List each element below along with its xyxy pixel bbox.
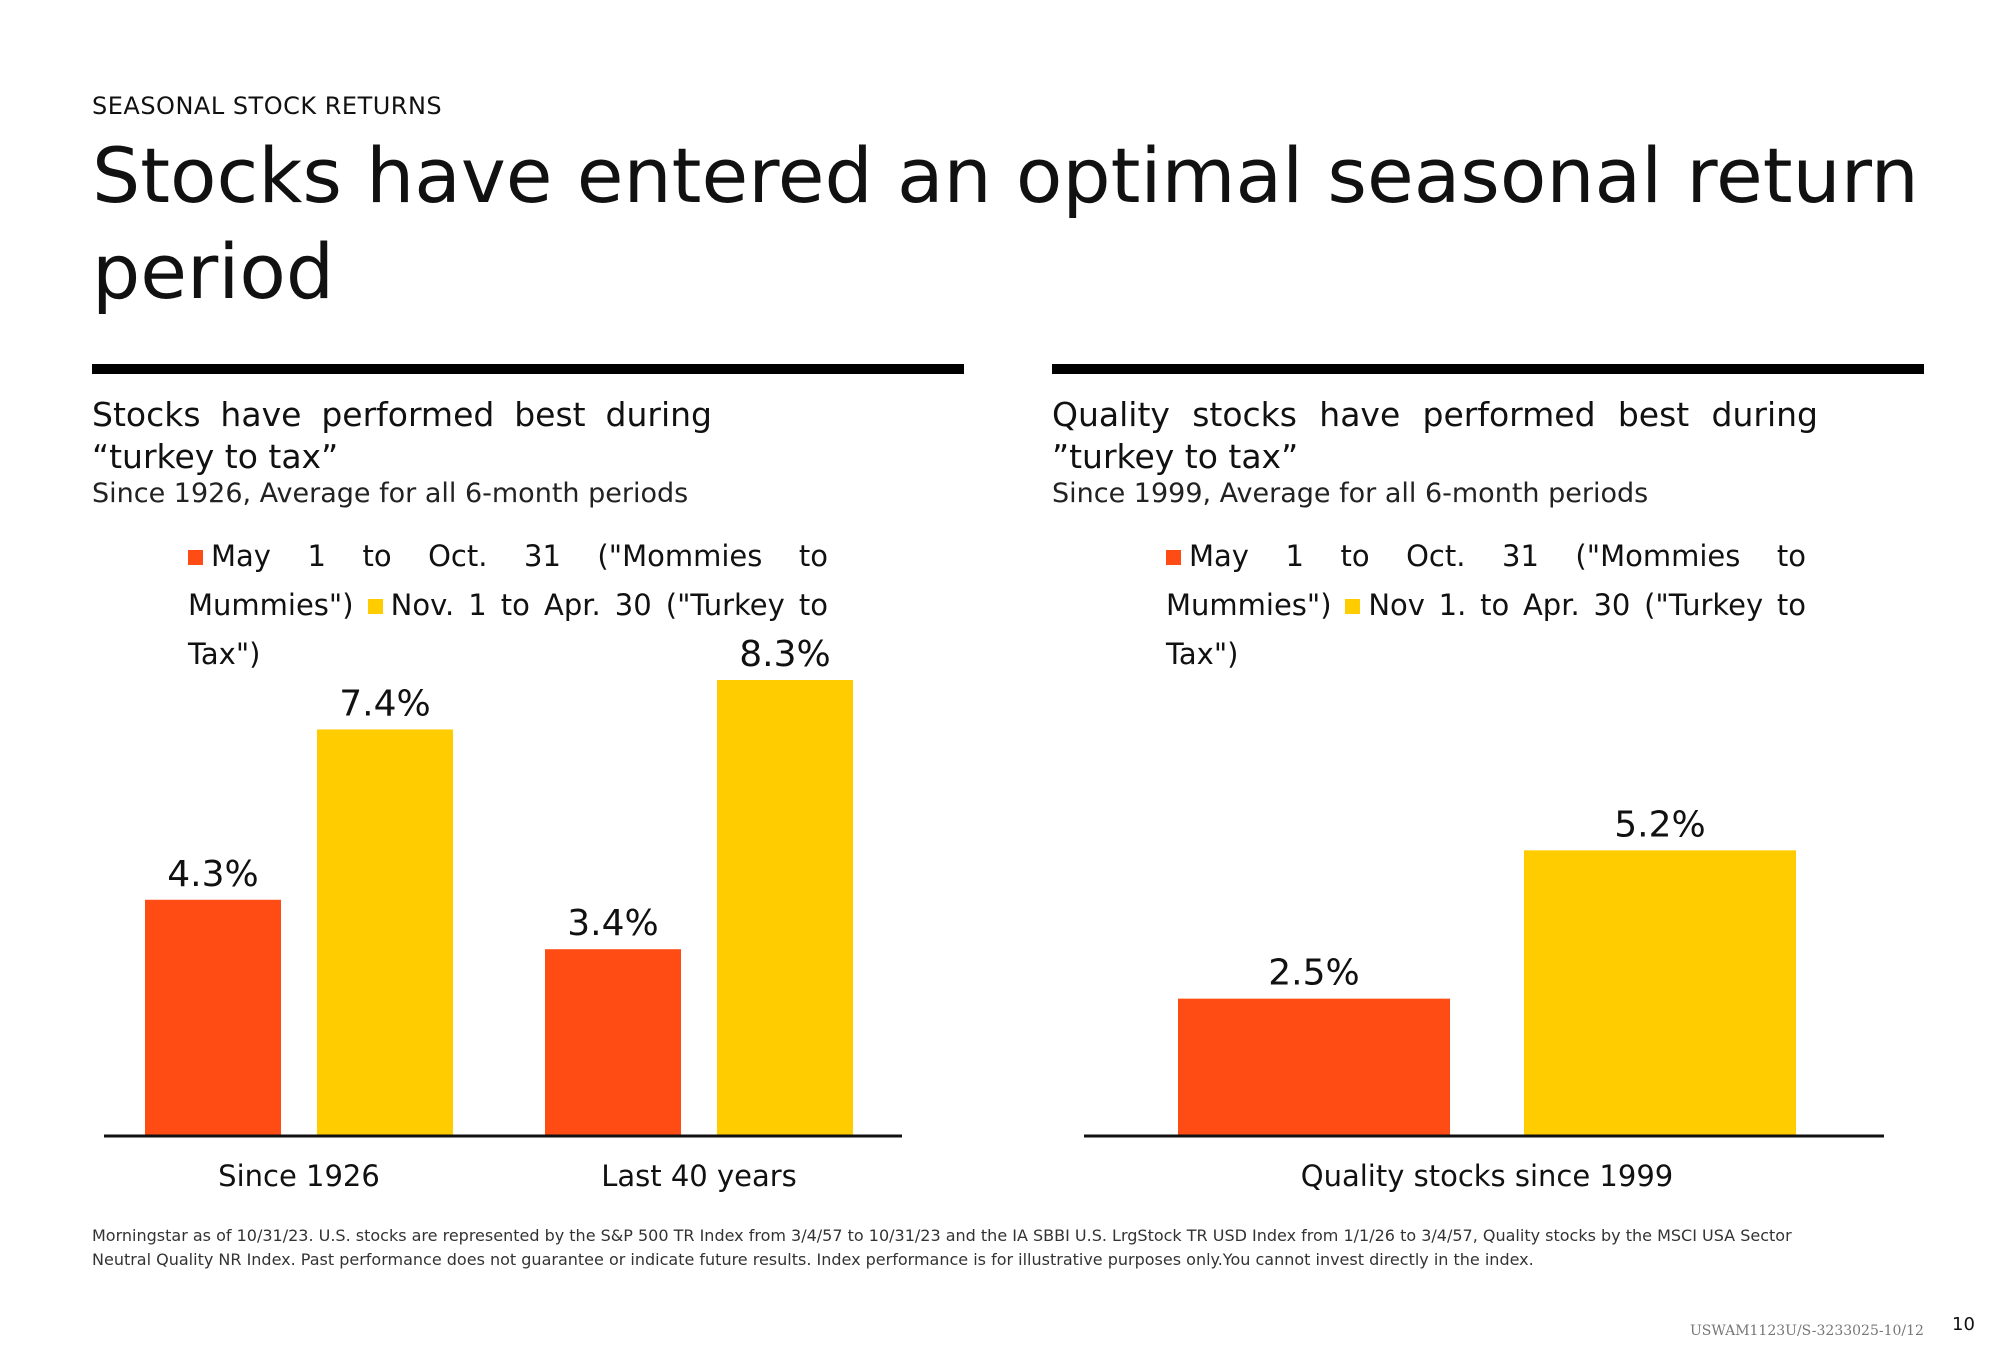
legend-label-nov: Nov 1. to Apr. 30 ("Turkey to Tax") [1166,588,1807,671]
page-number: 10 [1952,1314,1975,1335]
document-code: USWAM1123U/S-3233025-10/12 [1690,1323,1924,1339]
chart-subtitle: Since 1999, Average for all 6-month peri… [1052,478,1649,509]
category-label: Last 40 years [601,1159,797,1193]
bar-may-oct [545,949,681,1136]
legend-swatch-nov [1345,599,1361,614]
chart-subtitle: Since 1926, Average for all 6-month peri… [92,478,689,509]
source-footnote: Morningstar as of 10/31/23. U.S. stocks … [92,1226,1792,1269]
bar-may-oct [145,899,281,1136]
category-label: Quality stocks since 1999 [1301,1159,1673,1193]
data-label: 4.3% [167,854,258,895]
chart-legend: May 1 to Oct. 31 ("Mommies to Mummies") … [188,532,828,679]
data-label: 3.4% [567,903,658,944]
data-label: 7.4% [339,683,430,724]
legend-swatch-nov [367,599,383,614]
bar-chart-right: 2.5% 5.2% Quality stocks since 1999 [1084,804,1884,1193]
chart-title: Stocks have performed best during “turke… [92,395,712,476]
panel-rule [1052,364,1924,374]
bar-chart-left: 4.3% 7.4% Since 1926 3.4% 8.3% Last 40 years [104,634,902,1193]
bar-nov-apr [317,729,453,1136]
data-label: 8.3% [739,634,830,675]
chart-title: Quality stocks have performed best durin… [1052,395,1818,476]
legend-label-nov: Nov. 1 to Apr. 30 ("Turkey to Tax") [188,588,828,671]
section-eyebrow: SEASONAL STOCK RETURNS [92,92,443,120]
right-chart-panel: Quality stocks have performed best durin… [1052,364,1924,1204]
left-chart-panel: Stocks have performed best during “turke… [92,364,964,1204]
legend-swatch-may [1166,550,1181,565]
data-label: 5.2% [1614,804,1705,845]
bar-may-oct [1178,998,1450,1136]
bar-nov-apr [717,680,853,1136]
chart-legend: May 1 to Oct. 31 ("Mommies to Mummies") … [1166,532,1806,679]
data-label: 2.5% [1268,953,1359,994]
bar-nov-apr [1524,850,1796,1136]
legend-label-may: May 1 to Oct. 31 ("Mommies to Mummies") [1166,539,1806,622]
legend-label-may: May 1 to Oct. 31 ("Mommies to Mummies") [188,539,828,622]
page-headline: Stocks have entered an optimal seasonal … [92,131,1919,316]
panel-rule [92,364,964,374]
category-label: Since 1926 [218,1159,380,1193]
legend-swatch-may [188,550,203,565]
